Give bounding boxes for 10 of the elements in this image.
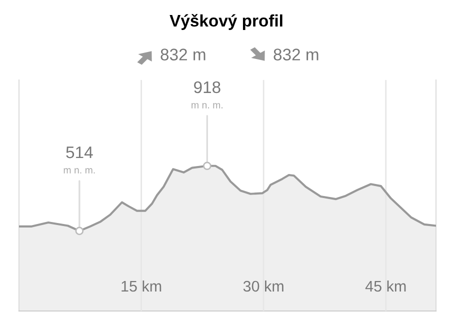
annotation: m n. m. [64,168,95,174]
text: 918 [194,81,220,94]
text: m n. m. [192,103,222,108]
x-tick-label: 15 km [122,280,162,292]
text: 832 m [160,48,206,60]
chart-title: Výškový profil [170,14,282,30]
text: 832 m [274,48,318,60]
x-tick-label: 30 km [243,280,284,292]
text: 514 [66,146,93,158]
x-tick-label: 45 km [365,280,406,292]
